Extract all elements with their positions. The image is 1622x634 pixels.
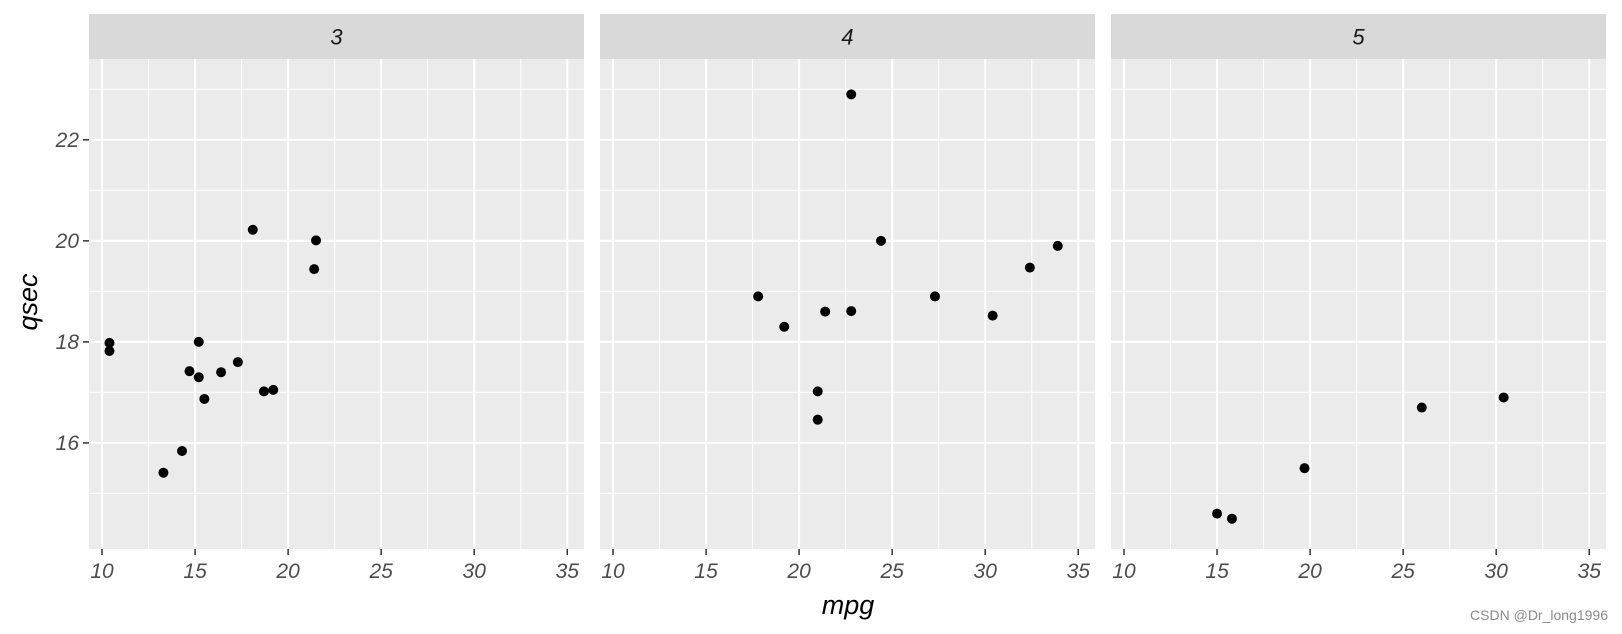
facet-strip-label: 3 [330, 25, 343, 50]
facet-strip [1111, 14, 1606, 59]
facet-strip [89, 14, 584, 59]
x-tick-label: 10 [90, 560, 114, 583]
data-point [1416, 402, 1427, 413]
data-point [753, 291, 764, 302]
y-tick-label: 22 [55, 129, 80, 152]
data-point [193, 372, 204, 383]
x-tick-label: 35 [1067, 560, 1091, 583]
x-tick-label: 15 [183, 560, 207, 583]
data-point [779, 321, 790, 332]
x-axis-title: mpg [822, 590, 875, 620]
facet-panel-5: 5 10 15 20 25 30 35 [1111, 14, 1606, 583]
data-point [311, 235, 322, 246]
y-tick-label: 20 [55, 230, 80, 253]
data-point [1498, 392, 1509, 403]
facet-strip [600, 14, 1095, 59]
panels-layer: 3 10 15 20 25 30 35 4 10 15 20 25 30 35 5 10 15 20 25 30 35 1… [55, 14, 1606, 583]
data-point [846, 306, 857, 317]
data-point [184, 366, 195, 377]
y-tick-label: 16 [56, 432, 80, 455]
data-point [309, 264, 320, 275]
data-point [258, 386, 269, 397]
data-point [177, 446, 188, 456]
x-tick-label: 15 [694, 560, 718, 583]
x-tick-label: 20 [275, 560, 300, 583]
data-point [158, 467, 169, 478]
data-point [1052, 240, 1063, 251]
facet-panel-3: 3 10 15 20 25 30 35 [89, 14, 584, 583]
data-point [1024, 262, 1035, 273]
facet-panel-4: 4 10 15 20 25 30 35 [600, 14, 1095, 583]
panel-background [1111, 59, 1606, 549]
data-point [846, 89, 857, 100]
x-tick-label: 25 [368, 560, 393, 583]
data-point [820, 306, 831, 317]
x-tick-label: 25 [879, 560, 904, 583]
facet-strip-label: 4 [841, 25, 853, 50]
data-point [987, 310, 998, 321]
x-tick-label: 30 [1485, 560, 1509, 583]
data-point [247, 224, 258, 235]
watermark-text: CSDN @Dr_long1996 [1470, 607, 1608, 623]
panel-background [600, 59, 1095, 549]
y-tick-label: 18 [56, 331, 80, 354]
x-tick-label: 25 [1390, 560, 1415, 583]
data-point [193, 336, 204, 347]
data-point [875, 235, 886, 246]
data-point [216, 367, 227, 378]
data-point [104, 345, 115, 356]
x-tick-label: 20 [1297, 560, 1322, 583]
x-tick-label: 10 [601, 560, 625, 583]
data-point [1299, 463, 1310, 474]
x-tick-label: 10 [1112, 560, 1136, 583]
data-point [199, 393, 210, 404]
x-tick-label: 30 [974, 560, 998, 583]
data-point [812, 386, 823, 397]
data-point [1212, 508, 1223, 519]
x-tick-label: 20 [786, 560, 811, 583]
x-tick-label: 30 [463, 560, 487, 583]
data-point [104, 337, 115, 348]
data-point [929, 291, 940, 302]
data-point [812, 414, 823, 425]
data-point [1226, 513, 1237, 524]
x-tick-label: 35 [1578, 560, 1602, 583]
x-tick-label: 35 [556, 560, 580, 583]
data-point [268, 384, 279, 395]
y-axis-title: qsec [13, 273, 43, 331]
facet-strip-label: 5 [1352, 25, 1365, 50]
x-tick-label: 15 [1205, 560, 1229, 583]
y-axis: 16 18 20 22 [55, 129, 89, 455]
data-point [232, 357, 243, 368]
